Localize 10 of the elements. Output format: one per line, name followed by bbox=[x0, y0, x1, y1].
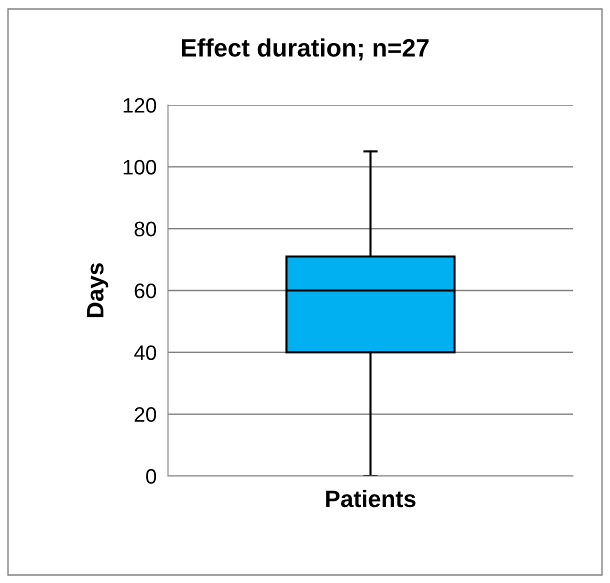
chart-title: Effect duration; n=27 bbox=[182, 38, 429, 60]
x-axis-title: Patients bbox=[326, 490, 416, 508]
y-tick-label: 40 bbox=[134, 345, 156, 360]
y-tick-label: 80 bbox=[134, 222, 156, 236]
y-tick-label: 20 bbox=[134, 407, 156, 422]
y-axis-title: Days bbox=[87, 263, 108, 318]
y-tick-label: 0 bbox=[146, 469, 156, 484]
y-tick-label: 120 bbox=[124, 98, 156, 113]
y-tick-label: 60 bbox=[134, 284, 156, 298]
y-tick-label: 100 bbox=[124, 160, 156, 175]
